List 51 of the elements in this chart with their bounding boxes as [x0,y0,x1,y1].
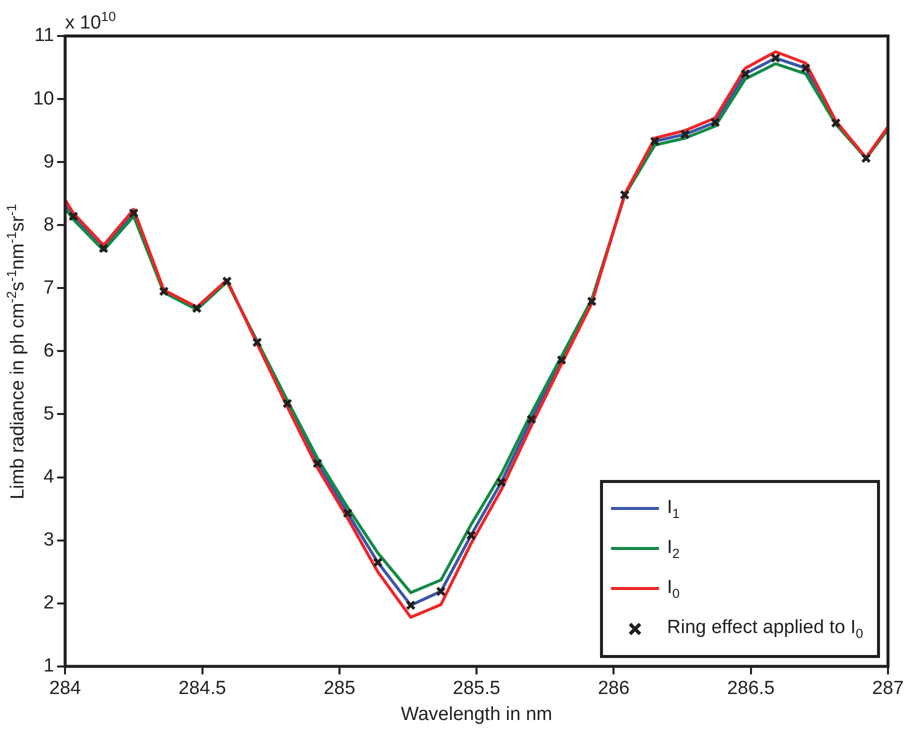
point [526,414,536,424]
y-tick-label: 9 [44,151,54,172]
point [128,208,139,218]
y-tick-label: 4 [44,466,55,488]
legend-label: I$_{1}$ [667,497,680,522]
y-tick-label: 5 [44,403,54,424]
text: x 10$^{10}$ [65,9,116,34]
x-axis-title: Wavelength in nm [400,704,552,725]
point [586,296,597,306]
point [861,153,872,164]
y-tick-label: 2 [44,592,54,614]
point [556,354,567,366]
point [620,190,630,200]
y-tick-label: 11 [34,25,54,46]
y-tick-label: 3 [44,530,54,551]
point [342,508,353,518]
point [252,337,262,348]
y-tick-label: 10 [32,88,54,110]
point [830,118,841,128]
point [158,286,169,296]
point [466,530,476,540]
legend-label: Ring effect applied to I$_{0}$ [667,617,864,642]
y-tick-label: 7 [44,277,54,298]
point [282,398,292,409]
legend-label: I$_{2}$ [667,537,680,562]
point [98,243,109,254]
y-tick-label: 6 [44,340,54,362]
x-tick-label: 284.5 [178,678,226,700]
point [680,129,690,140]
x-tick-label: 285 [324,678,356,700]
x-tick-label: 286 [598,678,630,700]
point [192,303,202,314]
x-tick-label: 287 [872,678,904,700]
point [436,586,446,596]
x-tick-label: 286.5 [727,678,775,700]
point [406,600,416,610]
point [68,211,78,222]
point [312,458,323,468]
point [650,136,660,146]
point [740,68,750,79]
point [800,63,811,74]
point [222,276,232,286]
legend-label: I$_{0}$ [667,577,680,602]
point [496,477,506,488]
x-tick-label: 285.5 [452,678,500,700]
y-tick-label: 8 [44,214,54,236]
y-tick-label: 1 [44,656,54,677]
x-tick-label: 284 [49,678,82,700]
point [770,53,781,64]
point [372,557,383,568]
point [710,117,720,128]
